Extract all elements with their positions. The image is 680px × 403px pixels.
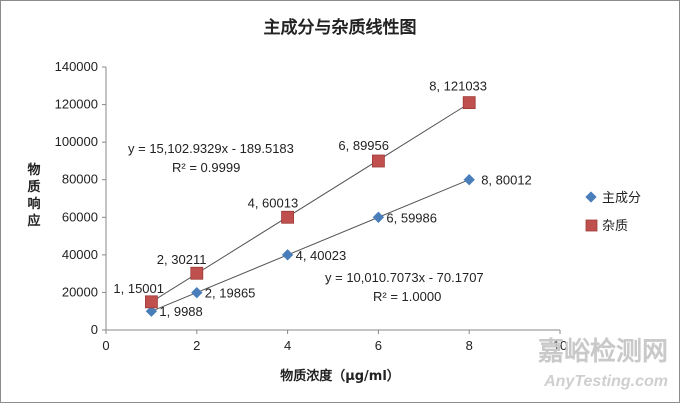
data-label-main: 6, 59986 bbox=[386, 210, 437, 225]
legend-marker-main bbox=[585, 191, 597, 203]
data-label-main: 4, 40023 bbox=[296, 248, 347, 263]
y-tick-label: 100000 bbox=[55, 134, 98, 149]
legend-label-main: 主成分 bbox=[602, 191, 641, 206]
y-tick-label: 40000 bbox=[62, 247, 98, 262]
data-point-impurity bbox=[371, 154, 385, 168]
x-tick-label: 10 bbox=[553, 338, 567, 353]
data-label-impurity: 4, 60013 bbox=[248, 195, 299, 210]
watermark-cn: 嘉峪检测网 bbox=[538, 336, 668, 367]
trendline-r2-impurity: R² = 0.9999 bbox=[172, 160, 240, 175]
trendline-equation-main: y = 10,010.7073x - 70.1707 bbox=[325, 270, 484, 285]
data-point-main bbox=[145, 305, 158, 317]
data-label-main: 1, 9988 bbox=[159, 304, 202, 319]
data-point-main bbox=[191, 287, 203, 299]
trendline-equation-impurity: y = 15,102.9329x - 189.5183 bbox=[128, 141, 294, 156]
data-point-main bbox=[281, 249, 294, 261]
data-point-impurity bbox=[281, 210, 295, 224]
x-tick-label: 6 bbox=[375, 338, 382, 353]
data-point-impurity bbox=[144, 295, 158, 309]
data-label-main: 2, 19865 bbox=[205, 286, 256, 301]
y-axis-label: 物质响应 bbox=[27, 162, 40, 229]
trendline-impurity bbox=[151, 102, 470, 303]
data-label-main: 8, 80012 bbox=[481, 173, 532, 188]
x-tick-label: 2 bbox=[193, 338, 200, 353]
x-axis-label: 物质浓度（μg/ml） bbox=[280, 368, 400, 384]
y-tick-label: 140000 bbox=[55, 59, 98, 74]
y-tick-label: 60000 bbox=[62, 209, 98, 224]
data-label-impurity: 8, 121033 bbox=[429, 79, 487, 94]
x-tick-label: 0 bbox=[102, 338, 109, 353]
axes: 0 20000 40000 60000 80000 100000 120000 140000 0… bbox=[55, 59, 568, 353]
y-tick-label: 0 bbox=[91, 322, 98, 337]
data-label-impurity: 2, 30211 bbox=[157, 252, 207, 267]
legend-label-impurity: 杂质 bbox=[602, 219, 628, 234]
data-markers bbox=[144, 96, 476, 317]
data-point-main bbox=[372, 211, 385, 223]
data-point-impurity bbox=[190, 266, 204, 280]
y-tick-label: 20000 bbox=[62, 284, 98, 299]
x-tick-label: 4 bbox=[284, 338, 291, 353]
watermark: 嘉峪检测网 AnyTesting.com bbox=[538, 336, 668, 390]
chart-title: 主成分与杂质线性图 bbox=[264, 17, 417, 38]
data-label-impurity: 6, 89956 bbox=[338, 138, 389, 153]
data-point-main bbox=[463, 174, 475, 186]
trendline-r2-main: R² = 1.0000 bbox=[373, 289, 441, 304]
watermark-en: AnyTesting.com bbox=[543, 373, 668, 390]
legend-marker-impurity bbox=[585, 219, 598, 232]
data-point-impurity bbox=[462, 96, 476, 110]
x-tick-label: 8 bbox=[466, 338, 473, 353]
y-tick-label: 120000 bbox=[55, 97, 98, 112]
legend: 主成分 杂质 bbox=[585, 191, 641, 234]
y-tick-label: 80000 bbox=[62, 172, 98, 187]
data-label-impurity: 1, 15001 bbox=[113, 281, 164, 296]
trendline-main bbox=[151, 179, 470, 312]
trendlines bbox=[151, 102, 470, 312]
